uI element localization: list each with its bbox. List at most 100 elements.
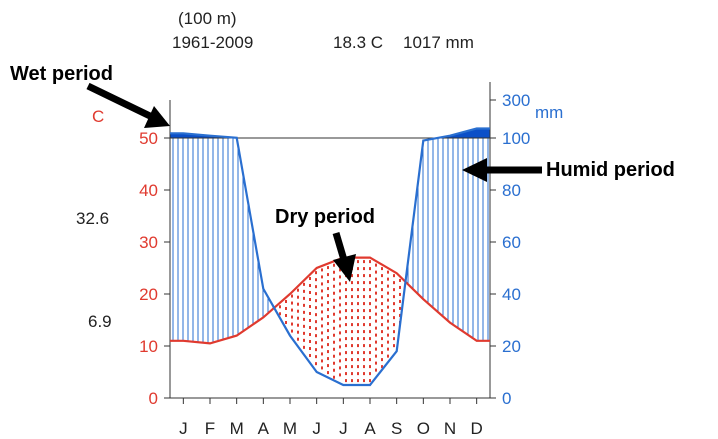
dry-dot: [387, 354, 389, 358]
dry-dot: [369, 358, 371, 362]
wet-period-label: Wet period: [10, 63, 113, 85]
dry-dot: [345, 330, 347, 334]
dry-dot: [351, 351, 353, 355]
dry-dot: [369, 351, 371, 355]
dry-dot: [393, 295, 395, 299]
dry-dot: [399, 313, 401, 317]
dry-dot: [357, 267, 359, 271]
dry-dot: [363, 267, 365, 271]
month-label: J: [339, 419, 348, 438]
dry-dot: [315, 271, 317, 275]
dry-dot: [309, 298, 311, 301]
dry-dot: [333, 284, 335, 288]
dry-dot: [381, 330, 383, 334]
dry-dot: [291, 329, 293, 333]
dry-dot: [381, 344, 383, 348]
humid-period-label: Humid period: [546, 159, 675, 181]
dry-dot: [345, 358, 347, 362]
dry-dot: [363, 302, 365, 306]
temp-tick-label: 0: [149, 389, 158, 408]
dry-dot: [351, 337, 353, 341]
dry-dot: [387, 270, 389, 274]
dry-dot: [363, 365, 365, 369]
dry-dot: [309, 291, 311, 294]
dry-dot: [369, 260, 371, 264]
dry-dot: [369, 302, 371, 306]
dry-dot: [363, 379, 365, 383]
dry-dot: [315, 341, 317, 345]
dry-dot: [393, 323, 395, 327]
dry-dot: [303, 296, 305, 300]
dry-dot: [297, 330, 299, 334]
dry-dot: [369, 288, 371, 292]
dry-dot: [363, 288, 365, 292]
dry-dot: [375, 270, 377, 274]
month-label: F: [205, 419, 215, 438]
dry-dot: [327, 301, 329, 305]
dry-dot: [369, 379, 371, 383]
dry-dot: [309, 354, 311, 357]
dry-dot: [357, 337, 359, 341]
dry-dot: [375, 263, 377, 267]
dry-dot: [357, 379, 359, 383]
dry-dot: [315, 327, 317, 331]
dry-dot: [345, 281, 347, 285]
dry-dot: [315, 299, 317, 303]
dry-dot: [291, 308, 293, 312]
dry-dot: [351, 372, 353, 376]
precip-tick-label: 0: [502, 389, 511, 408]
max-temp-label: 32.6: [76, 209, 109, 228]
dry-dot: [375, 368, 377, 372]
dry-dot: [375, 340, 377, 344]
dry-dot: [375, 284, 377, 288]
dry-dot: [279, 305, 281, 309]
dry-dot: [393, 309, 395, 313]
dry-dot: [339, 310, 341, 314]
dry-dot: [357, 281, 359, 285]
dry-dot: [297, 302, 299, 306]
dry-dot: [393, 302, 395, 306]
dry-dot: [351, 344, 353, 348]
dry-dot: [315, 334, 317, 338]
dry-dot: [339, 366, 341, 370]
month-label: M: [230, 419, 244, 438]
dry-dot: [363, 330, 365, 334]
dry-dot: [381, 323, 383, 327]
precip-tick-label: 80: [502, 181, 521, 200]
dry-dot: [333, 361, 335, 365]
dry-dot: [387, 326, 389, 330]
dry-dot: [327, 329, 329, 333]
dry-dot: [363, 358, 365, 362]
dry-dot: [381, 281, 383, 285]
dry-dot: [339, 373, 341, 377]
period-label: 1961-2009: [172, 33, 253, 52]
dry-dot: [303, 310, 305, 314]
dry-dot: [333, 347, 335, 351]
dry-dot: [339, 275, 341, 279]
dry-dot: [357, 330, 359, 334]
temp-tick-label: 40: [139, 181, 158, 200]
dry-dot: [357, 365, 359, 369]
dry-dot: [363, 351, 365, 355]
dry-dot: [381, 302, 383, 306]
dry-dot: [387, 305, 389, 309]
dry-dot: [363, 274, 365, 278]
dry-dot: [399, 299, 401, 303]
dry-dot: [345, 344, 347, 348]
dry-dot: [321, 317, 323, 321]
dry-dot: [357, 358, 359, 362]
dry-dot: [321, 268, 323, 272]
month-label: N: [444, 419, 456, 438]
dry-dot: [309, 347, 311, 350]
month-label: M: [283, 419, 297, 438]
dry-dot: [363, 281, 365, 285]
dry-dot: [369, 267, 371, 271]
dry-dot: [393, 288, 395, 292]
month-label: J: [179, 419, 188, 438]
dry-dot: [339, 303, 341, 307]
dry-dot: [291, 294, 293, 298]
dry-dot: [315, 306, 317, 310]
dry-dot: [369, 365, 371, 369]
dry-dot: [339, 324, 341, 328]
